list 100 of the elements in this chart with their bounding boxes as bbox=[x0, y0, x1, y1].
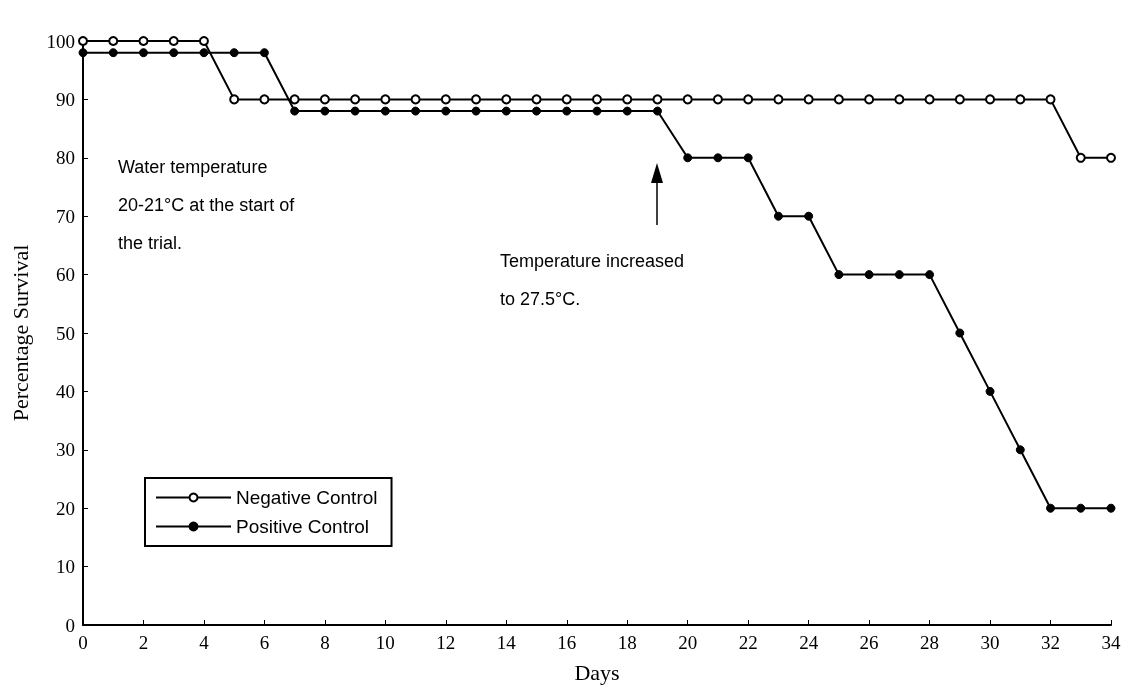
point bbox=[532, 106, 542, 116]
x-tick-label: 26 bbox=[859, 632, 879, 653]
y-tick-label: 70 bbox=[56, 205, 75, 227]
point bbox=[168, 36, 179, 46]
point bbox=[229, 94, 240, 105]
point bbox=[803, 94, 814, 105]
annotation: Water temperature 20-21°C at the start of the trial. bbox=[118, 157, 300, 253]
x-tick-label: 8 bbox=[320, 632, 330, 653]
point bbox=[804, 211, 814, 221]
point bbox=[350, 94, 361, 105]
point bbox=[985, 94, 996, 105]
point bbox=[652, 94, 663, 105]
point bbox=[562, 106, 572, 116]
point bbox=[138, 48, 148, 58]
point bbox=[954, 94, 965, 105]
point bbox=[1015, 94, 1026, 105]
point bbox=[380, 106, 390, 116]
point bbox=[622, 94, 633, 105]
point bbox=[894, 94, 905, 105]
y-tick-label: 80 bbox=[56, 147, 75, 169]
legend-label: Positive Control bbox=[236, 516, 370, 537]
x-tick-label: 6 bbox=[259, 632, 270, 653]
y-tick-label: 20 bbox=[56, 497, 75, 519]
point bbox=[138, 36, 149, 46]
legend-label: Negative Control bbox=[236, 487, 378, 508]
point bbox=[1046, 503, 1056, 513]
point bbox=[743, 94, 754, 105]
x-tick-label: 4 bbox=[199, 632, 210, 653]
x-tick-label: 22 bbox=[738, 632, 758, 653]
x-tick-label: 12 bbox=[436, 632, 456, 653]
x-axis-title: Days bbox=[574, 659, 620, 685]
y-tick-label: 30 bbox=[56, 439, 75, 461]
point bbox=[441, 106, 451, 116]
x-tick-label: 16 bbox=[557, 632, 577, 653]
point bbox=[471, 94, 482, 105]
point bbox=[712, 94, 723, 105]
point bbox=[1045, 94, 1056, 105]
point bbox=[864, 94, 875, 105]
point bbox=[410, 94, 421, 105]
point bbox=[743, 153, 753, 163]
point bbox=[1015, 445, 1025, 455]
y-tick-label: 100 bbox=[46, 30, 75, 52]
point bbox=[199, 48, 209, 58]
y-tick-label: 90 bbox=[56, 88, 75, 110]
y-axis-title: Percentage Survival bbox=[7, 244, 33, 422]
point bbox=[380, 94, 391, 105]
point bbox=[320, 106, 330, 116]
point bbox=[773, 211, 783, 221]
point bbox=[985, 386, 995, 396]
y-tick-label: 0 bbox=[65, 614, 75, 636]
point bbox=[833, 94, 844, 105]
point bbox=[713, 153, 723, 163]
point bbox=[773, 94, 784, 105]
x-tick-label: 0 bbox=[78, 632, 88, 653]
x-tick-label: 28 bbox=[920, 632, 940, 653]
point bbox=[1076, 503, 1086, 513]
point bbox=[1106, 152, 1116, 163]
point bbox=[290, 106, 300, 116]
x-tick-label: 32 bbox=[1041, 632, 1061, 653]
point bbox=[924, 94, 935, 105]
x-tick-label: 30 bbox=[980, 632, 1000, 653]
point bbox=[592, 94, 602, 105]
point bbox=[592, 106, 602, 116]
point bbox=[501, 106, 511, 116]
x-tick-label: 34 bbox=[1101, 632, 1121, 653]
point bbox=[1075, 152, 1086, 163]
point bbox=[561, 94, 572, 105]
x-tick-label: 20 bbox=[678, 632, 698, 653]
point bbox=[319, 94, 330, 105]
point bbox=[834, 270, 844, 280]
point bbox=[531, 94, 542, 105]
point bbox=[259, 48, 269, 58]
point bbox=[1106, 503, 1116, 513]
x-tick-label: 24 bbox=[799, 632, 819, 653]
x-tick-label: 2 bbox=[138, 632, 149, 653]
point bbox=[652, 106, 662, 116]
point bbox=[925, 270, 935, 280]
x-tick-label: 18 bbox=[617, 632, 637, 653]
y-tick-label: 50 bbox=[56, 322, 75, 344]
point bbox=[198, 36, 209, 46]
point bbox=[864, 270, 874, 280]
point bbox=[259, 94, 270, 105]
point bbox=[289, 94, 300, 105]
point bbox=[682, 94, 693, 105]
point bbox=[471, 106, 481, 116]
point bbox=[622, 106, 632, 116]
point bbox=[108, 48, 118, 58]
point bbox=[894, 270, 904, 280]
point bbox=[411, 106, 421, 116]
point bbox=[955, 328, 965, 338]
point bbox=[78, 36, 88, 46]
point bbox=[78, 48, 88, 58]
point bbox=[440, 94, 451, 105]
y-tick-label: 10 bbox=[56, 556, 75, 578]
point bbox=[229, 48, 239, 58]
point bbox=[501, 94, 512, 105]
point bbox=[108, 36, 119, 46]
y-tick-label: 40 bbox=[56, 380, 75, 402]
point bbox=[350, 106, 360, 116]
point bbox=[169, 48, 179, 58]
